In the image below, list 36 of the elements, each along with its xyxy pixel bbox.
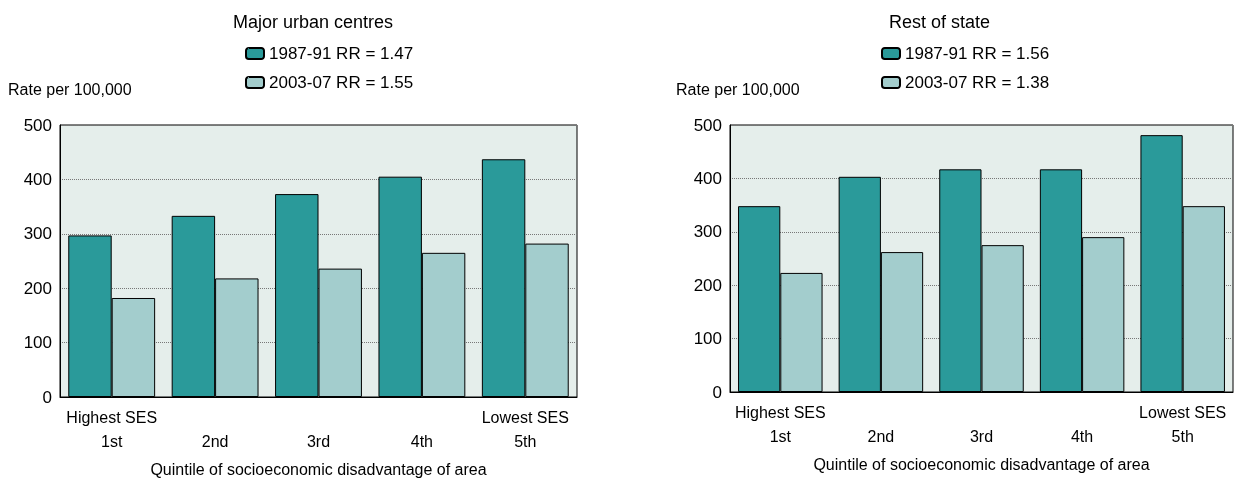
y-axis-title: Rate per 100,000 <box>676 80 800 98</box>
x-tick-label: 1st <box>769 427 792 445</box>
x-tick-label: 3rd <box>969 427 994 445</box>
legend-label: 2003-07 RR = 1.55 <box>269 73 414 92</box>
chart-title: Rest of state <box>888 12 991 32</box>
y-tick-label: 400 <box>23 169 52 189</box>
chart-title: Major urban centres <box>232 12 394 32</box>
text: Highest SES <box>734 403 826 421</box>
y-tick-label: 300 <box>693 222 722 242</box>
x-tick-label: 4th <box>410 432 434 450</box>
y-axis-title: Rate per 100,000 <box>8 80 132 98</box>
text: Highest SES <box>66 408 158 426</box>
text: Lowest SES <box>1139 403 1227 421</box>
x-tick-label: 5th <box>1171 427 1194 445</box>
x-tick-label: 3rd <box>306 432 331 450</box>
y-tick-label: 500 <box>23 115 52 135</box>
y-tick-label: 500 <box>693 115 722 135</box>
y-tick-label: 100 <box>23 333 52 353</box>
y-tick-label: 100 <box>693 329 722 349</box>
x-tick-label: 1st <box>101 432 123 450</box>
legend-label: 1987-91 RR = 1.47 <box>269 44 414 63</box>
x-tick-label: 4th <box>1070 427 1094 445</box>
x-tick-label: 5th <box>514 432 537 450</box>
legend-label: 2003-07 RR = 1.38 <box>905 73 1050 92</box>
x-tick-label: 2nd <box>201 432 229 450</box>
x-tick-label: 2nd <box>867 427 895 445</box>
y-tick-label: 300 <box>23 224 52 244</box>
text: Lowest SES <box>481 408 569 426</box>
legend-label: 1987-91 RR = 1.56 <box>905 44 1050 63</box>
y-tick-label: 400 <box>693 168 722 188</box>
y-tick-label: 200 <box>23 278 52 298</box>
y-tick-label: 200 <box>693 275 722 295</box>
x-axis-title: Quintile of socioeconomic disadvantage of area <box>813 455 1150 473</box>
x-axis-title: Quintile of socioeconomic disadvantage of area <box>150 460 487 478</box>
y-tick-label: 0 <box>42 387 52 407</box>
y-tick-label: 0 <box>712 382 722 402</box>
